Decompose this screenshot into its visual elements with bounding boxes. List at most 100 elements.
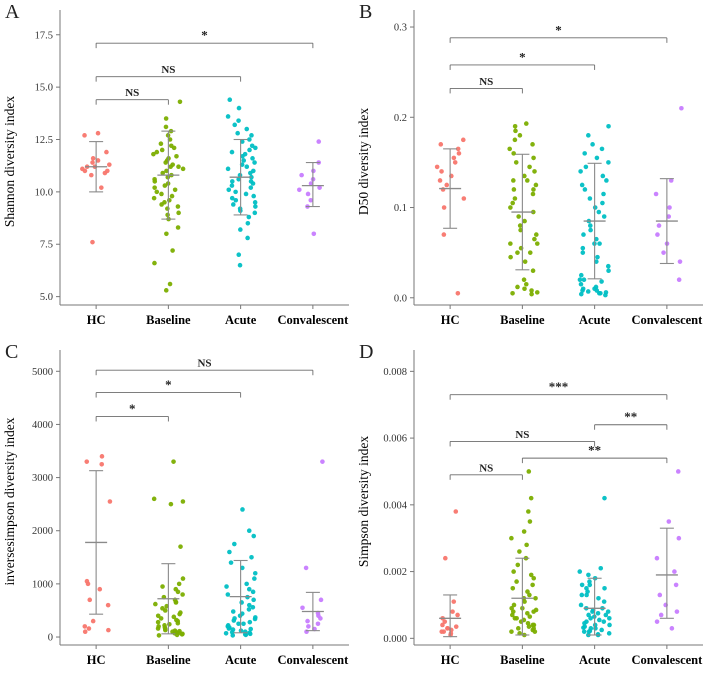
panel-c: C 0 1000 2000 3000 4000 5000 HC Baseline Acute Co… (0, 340, 354, 680)
svg-text:Acute: Acute (579, 313, 611, 327)
errorbar-acute (583, 162, 606, 280)
svg-text:NS: NS (125, 87, 139, 99)
points-hc (434, 137, 467, 296)
svg-text:15.0: 15.0 (35, 83, 53, 94)
axes (59, 10, 349, 306)
svg-text:Baseline: Baseline (146, 653, 191, 667)
svg-text:0.008: 0.008 (383, 367, 407, 378)
svg-text:7.5: 7.5 (40, 240, 53, 251)
svg-text:***: *** (549, 379, 569, 394)
errorbar-hc (439, 148, 462, 229)
svg-text:*: * (129, 401, 136, 416)
y-axis-title: D50 diversity index (356, 108, 371, 215)
errorbar-acute (229, 559, 252, 634)
errorbar-baseline (511, 153, 534, 271)
svg-text:**: ** (588, 443, 601, 458)
svg-text:NS: NS (197, 358, 211, 370)
svg-text:3000: 3000 (32, 473, 53, 484)
points-baseline (151, 459, 186, 638)
svg-text:HC: HC (87, 313, 106, 327)
errorbar-acute (583, 577, 606, 636)
x-axis-labels: HC Baseline Acute Convalescent (441, 645, 703, 667)
errorbar-hc (85, 141, 108, 193)
significance-brackets: NS * * (449, 22, 668, 94)
svg-text:Baseline: Baseline (146, 313, 191, 327)
y-axis-ticks: 0 1000 2000 3000 4000 5000 (32, 367, 60, 644)
svg-text:0.0: 0.0 (394, 293, 407, 304)
y-axis-ticks: 0.0 0.1 0.2 0.3 (394, 23, 414, 304)
points-acute (225, 97, 258, 268)
errorbar-baseline (511, 557, 534, 636)
svg-text:Convalescent: Convalescent (631, 313, 703, 327)
svg-text:Convalescent: Convalescent (277, 653, 349, 667)
svg-text:0.1: 0.1 (394, 203, 407, 214)
errorbar-baseline (157, 563, 180, 635)
points-convalescent (654, 469, 682, 631)
axes (413, 10, 703, 306)
svg-text:*: * (555, 22, 562, 37)
svg-text:0: 0 (48, 633, 53, 644)
y-axis-ticks: 5.0 7.5 10.0 12.5 15.0 17.5 (35, 30, 60, 303)
svg-text:17.5: 17.5 (35, 30, 53, 41)
errorbar-convalescent (655, 527, 678, 619)
x-axis-labels: HC Baseline Acute Convalescent (87, 305, 349, 327)
svg-text:NS: NS (479, 462, 493, 474)
points-convalescent (297, 139, 322, 237)
x-axis-labels: HC Baseline Acute Convalescent (441, 305, 703, 327)
x-axis-labels: HC Baseline Acute Convalescent (87, 645, 349, 667)
svg-text:Convalescent: Convalescent (631, 653, 703, 667)
errorbar-hc (439, 594, 462, 638)
errorbar-convalescent (655, 178, 678, 265)
panel-a-letter: A (5, 1, 20, 23)
svg-text:HC: HC (441, 653, 460, 667)
svg-text:10.0: 10.0 (35, 187, 53, 198)
panel-a: A 5.0 7.5 10.0 12.5 15.0 17.5 HC Baseline Acute C… (0, 0, 354, 340)
svg-text:5000: 5000 (32, 367, 53, 378)
svg-text:NS: NS (479, 76, 493, 88)
errorbar-baseline (157, 130, 180, 220)
svg-text:NS: NS (161, 64, 175, 76)
svg-text:4000: 4000 (32, 420, 53, 431)
svg-text:0.004: 0.004 (383, 500, 407, 511)
significance-brackets: NS**NS***** (449, 379, 668, 480)
y-axis-title: inversesimpson diversity index (2, 417, 17, 585)
panel-d-chart: 0.000 0.002 0.004 0.006 0.008 HC Baseline Acute… (356, 350, 703, 667)
svg-text:**: ** (624, 409, 637, 424)
svg-text:Baseline: Baseline (500, 313, 545, 327)
panel-d-letter: D (359, 341, 374, 363)
y-axis-ticks: 0.000 0.002 0.004 0.006 0.008 (383, 367, 414, 645)
svg-text:0.2: 0.2 (394, 113, 407, 124)
svg-text:Acute: Acute (579, 653, 611, 667)
axes (413, 350, 703, 646)
points-baseline (507, 121, 540, 297)
errorbar-convalescent (301, 591, 324, 632)
panel-b: B 0.0 0.1 0.2 0.3 HC Baseline Acute Convalescen… (354, 0, 708, 340)
points-acute (223, 507, 258, 638)
svg-text:*: * (165, 377, 172, 392)
svg-text:12.5: 12.5 (35, 135, 53, 146)
panel-b-letter: B (359, 1, 373, 23)
y-axis-title: Shannon diversity index (2, 96, 17, 227)
panel-a-chart: 5.0 7.5 10.0 12.5 15.0 17.5 HC Baseline Acute Con… (2, 10, 349, 327)
svg-text:2000: 2000 (32, 526, 53, 537)
panel-c-letter: C (5, 341, 19, 363)
svg-text:5.0: 5.0 (40, 292, 53, 303)
significance-brackets: NS NS * (95, 28, 314, 105)
points-hc (82, 454, 113, 635)
points-convalescent (653, 105, 684, 283)
axes (59, 350, 349, 646)
significance-brackets: * * NS (95, 358, 314, 422)
svg-text:Convalescent: Convalescent (277, 313, 349, 327)
svg-text:0.000: 0.000 (383, 634, 407, 645)
y-axis-title: Simpson diversity index (356, 436, 371, 567)
errorbar-acute (229, 138, 252, 216)
errorbar-convalescent (301, 161, 324, 208)
panel-d: D 0.000 0.002 0.004 0.006 0.008 HC Baseline Acu… (354, 340, 708, 680)
svg-text:1000: 1000 (32, 579, 53, 590)
panel-b-chart: 0.0 0.1 0.2 0.3 HC Baseline Acute Convalescent D… (356, 10, 703, 327)
panel-c-chart: 0 1000 2000 3000 4000 5000 HC Baseline Acute Conv… (2, 350, 349, 667)
points-baseline (509, 469, 539, 638)
svg-text:NS: NS (515, 429, 529, 441)
errorbar-hc (85, 470, 108, 615)
